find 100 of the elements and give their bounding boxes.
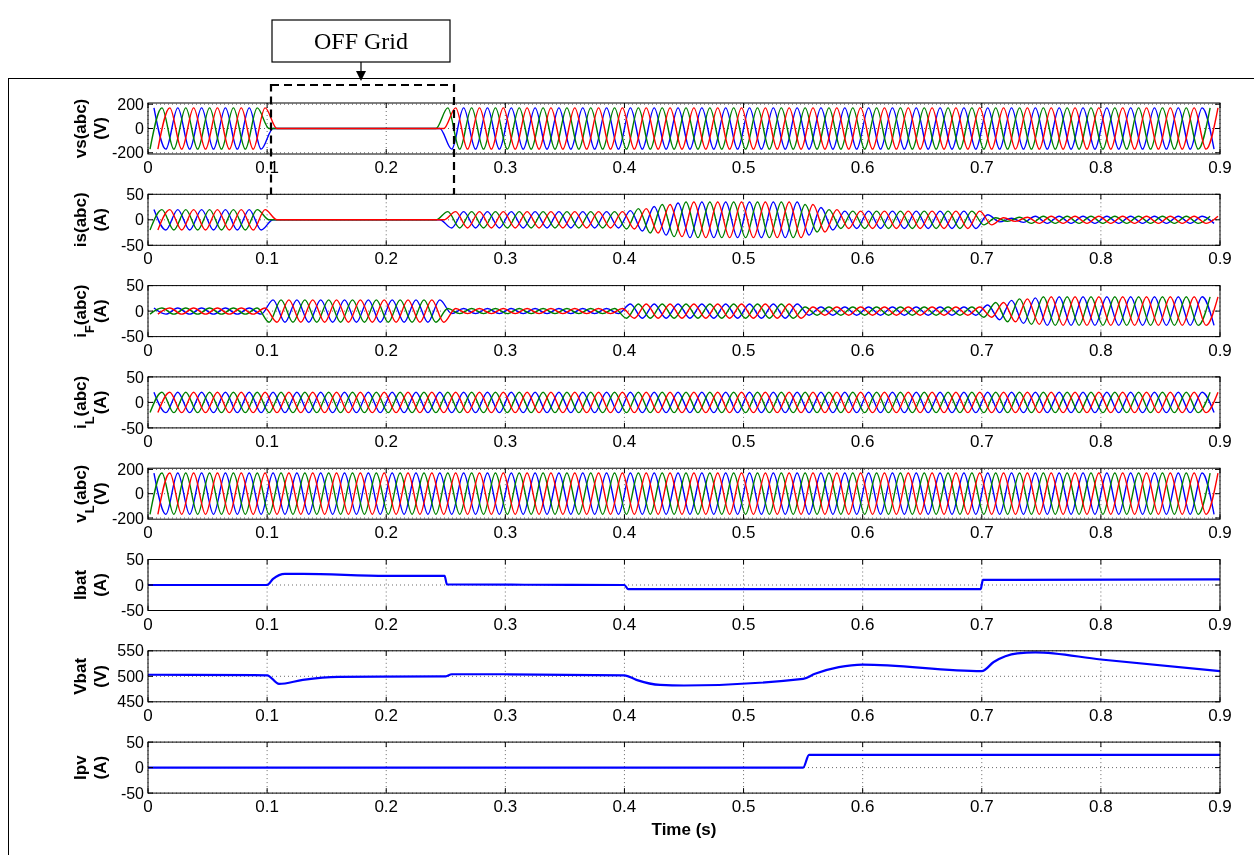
x-tick-label: 0.6 [850,249,875,269]
y-tick-label: 0 [135,394,145,411]
x-tick-label: 0.6 [850,523,875,543]
x-tick-label: 0.4 [612,797,637,817]
x-tick-label: 0.1 [255,340,279,360]
x-tick-label: 0.5 [731,523,756,543]
x-tick-label: 0.4 [612,614,637,634]
x-tick-label: 0.9 [1208,431,1232,451]
y-tick-label: 50 [126,368,145,386]
x-tick-label: 0.9 [1208,340,1232,360]
y-tick-label: 0 [135,302,145,320]
y-tick-label: 50 [126,185,145,203]
y-tick-label: -50 [120,784,145,802]
x-tick-label: 0.4 [612,158,637,177]
x-tick-label: 0.2 [374,614,399,634]
x-tick-label: 0.2 [374,705,399,725]
y-tick-label: 0 [135,576,145,594]
x-tick-label: 0.1 [255,431,279,451]
x-tick-label: 0.6 [850,797,875,817]
x-tick-label: 0.2 [374,340,399,360]
x-tick-label: 0.3 [493,340,518,360]
y-axis-title: vs(abc) (V) [71,98,110,159]
y-tick-label: 0 [135,485,145,503]
x-tick-label: 0.1 [255,158,279,177]
y-tick-label: 200 [117,95,145,113]
x-tick-label: 0.8 [1089,797,1113,817]
x-tick-label: 0.4 [612,249,637,269]
x-tick-label: 0.2 [374,523,399,543]
x-tick-label: 0.9 [1208,158,1232,177]
x-tick-label: 0.3 [493,614,518,634]
y-tick-label: -200 [111,509,145,527]
x-tick-label: 0.1 [255,705,279,725]
x-tick-label: 0.9 [1208,249,1232,269]
x-tick-label: 0.7 [969,158,994,177]
x-axis-title: Time (s) [651,820,717,840]
x-tick-label: 0.5 [731,614,756,634]
x-tick-label: 0.3 [493,797,518,817]
x-tick-label: 0.6 [850,158,875,177]
x-tick-label: 0.6 [850,431,875,451]
y-tick-label: 200 [117,461,145,479]
y-tick-label: 50 [126,733,145,751]
text: OFF Grid [313,28,409,54]
x-tick-label: 0.4 [612,523,637,543]
x-tick-label: 0.8 [1089,705,1113,725]
y-tick-label: -50 [120,602,145,620]
x-tick-label: 0.4 [612,340,637,360]
x-tick-label: 0.4 [612,431,637,451]
x-tick-label: 0.8 [1089,249,1113,269]
y-tick-label: 0 [135,120,145,138]
y-tick-label: 500 [117,667,145,685]
x-tick-label: 0.7 [969,614,994,634]
y-axis-title: Vbat (V) [71,657,110,695]
x-tick-label: 0.8 [1089,614,1113,634]
y-tick-label: 450 [117,693,145,711]
x-tick-label: 0.6 [850,705,875,725]
x-tick-label: 0.7 [969,705,994,725]
x-tick-label: 0.2 [374,797,399,817]
x-tick-label: 0.8 [1089,431,1113,451]
x-tick-label: 0.3 [493,158,518,177]
x-tick-label: 0.1 [255,523,279,543]
x-tick-label: 0.9 [1208,705,1232,725]
x-tick-label: 0.3 [493,523,518,543]
y-tick-label: 550 [117,642,145,660]
y-tick-label: -200 [111,144,145,162]
x-tick-label: 0.7 [969,523,994,543]
x-tick-label: 0.9 [1208,797,1232,817]
x-tick-label: 0.7 [969,340,994,360]
y-tick-label: 0 [135,759,145,777]
x-tick-label: 0.9 [1208,523,1232,543]
y-axis-title: is(abc) (A) [71,192,110,248]
x-tick-label: 0.5 [731,340,756,360]
y-tick-label: -50 [120,236,145,254]
x-tick-label: 0.8 [1089,340,1113,360]
x-tick-label: 0.8 [1089,523,1113,543]
x-tick-label: 0.1 [255,614,279,634]
y-tick-label: -50 [120,328,145,346]
y-tick-label: 50 [126,277,145,295]
y-tick-label: 0 [135,211,145,229]
x-tick-label: 0.5 [731,797,756,817]
x-tick-label: 0.1 [255,797,279,817]
x-tick-label: 0.6 [850,340,875,360]
x-tick-label: 0.8 [1089,158,1113,177]
x-tick-label: 0.2 [374,249,399,269]
x-tick-label: 0.5 [731,431,756,451]
x-tick-label: 0.3 [493,249,518,269]
x-tick-label: 0.2 [374,431,399,451]
x-tick-label: 0.6 [850,614,875,634]
x-tick-label: 0.4 [612,705,637,725]
x-tick-label: 0.7 [969,431,994,451]
x-tick-label: 0.1 [255,249,279,269]
x-tick-label: 0.5 [731,249,756,269]
y-axis-title: Ibat (A) [71,569,110,601]
y-tick-label: -50 [120,419,145,437]
x-tick-label: 0.9 [1208,614,1232,634]
x-tick-label: 0.7 [969,249,994,269]
x-tick-label: 0.5 [731,705,756,725]
y-tick-label: 50 [126,551,145,569]
x-tick-label: 0.3 [493,431,518,451]
x-tick-label: 0.5 [731,158,756,177]
y-axis-title: Ipv (A) [71,754,110,780]
